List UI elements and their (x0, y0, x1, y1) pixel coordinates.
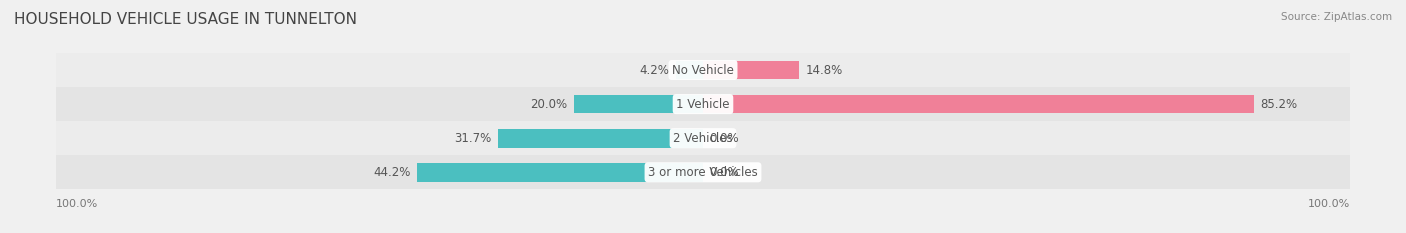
Text: 3 or more Vehicles: 3 or more Vehicles (648, 166, 758, 179)
Bar (703, 61, 799, 79)
Bar (56, 121, 1350, 155)
Bar (56, 53, 1350, 87)
Text: 0.0%: 0.0% (710, 166, 740, 179)
Text: Source: ZipAtlas.com: Source: ZipAtlas.com (1281, 12, 1392, 22)
Bar (418, 163, 703, 182)
Text: 0.0%: 0.0% (710, 132, 740, 145)
Text: 85.2%: 85.2% (1261, 98, 1298, 111)
Text: 20.0%: 20.0% (530, 98, 567, 111)
Bar (676, 61, 703, 79)
Text: 44.2%: 44.2% (373, 166, 411, 179)
Bar (56, 87, 1350, 121)
Bar (574, 95, 703, 113)
Text: No Vehicle: No Vehicle (672, 64, 734, 76)
Text: 14.8%: 14.8% (806, 64, 842, 76)
Text: 31.7%: 31.7% (454, 132, 492, 145)
Text: 100.0%: 100.0% (1308, 199, 1350, 209)
Bar (498, 129, 703, 147)
Text: 1 Vehicle: 1 Vehicle (676, 98, 730, 111)
Text: 100.0%: 100.0% (56, 199, 98, 209)
Bar (703, 95, 1254, 113)
Text: HOUSEHOLD VEHICLE USAGE IN TUNNELTON: HOUSEHOLD VEHICLE USAGE IN TUNNELTON (14, 12, 357, 27)
Text: 2 Vehicles: 2 Vehicles (673, 132, 733, 145)
Bar (56, 155, 1350, 189)
Text: 4.2%: 4.2% (640, 64, 669, 76)
